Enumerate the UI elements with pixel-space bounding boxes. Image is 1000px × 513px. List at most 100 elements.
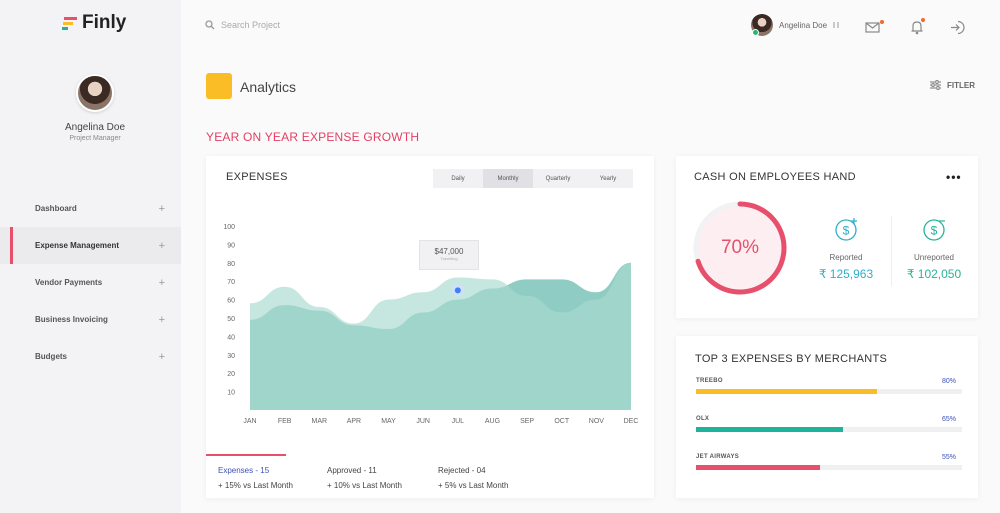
merchant-bar-track [696, 427, 962, 432]
sidebar-item-dashboard[interactable]: Dashboard + [0, 190, 181, 227]
y-tick-label: 40 [227, 334, 235, 341]
highlight-point[interactable] [454, 287, 461, 294]
dollar-plus-icon: $ [835, 218, 857, 241]
bell-icon[interactable] [908, 18, 926, 36]
topbar-avatar[interactable] [751, 14, 773, 36]
sidebar-item-label: Business Invoicing [35, 315, 108, 324]
x-tick-label: APR [347, 418, 361, 425]
expand-plus-icon[interactable]: + [158, 202, 165, 215]
mail-notification-dot [880, 20, 884, 24]
expenses-card: EXPENSES Daily Monthly Quarterly Yearly … [206, 156, 654, 498]
cash-progress-ring [693, 201, 787, 295]
merchant-bar-fill [696, 427, 843, 432]
merchant-percent: 65% [941, 416, 956, 423]
stat-approved[interactable]: Approved - 11 + 10% vs Last Month [327, 466, 402, 490]
reported-label: Reported [829, 253, 863, 262]
x-tick-label: JUN [416, 418, 430, 425]
search-input[interactable]: Search Project [221, 20, 281, 30]
y-tick-label: 70 [227, 279, 235, 286]
expand-plus-icon[interactable]: + [158, 276, 165, 289]
sidebar-item-expense-management[interactable]: Expense Management + [0, 227, 181, 264]
merchant-name: TREEBO [696, 378, 723, 384]
cash-card: CASH ON EMPLOYEES HAND ••• 70% $ Reporte… [676, 156, 978, 318]
app-logo-text: Finly [82, 12, 127, 33]
expand-plus-icon[interactable]: + [158, 350, 165, 363]
chart-tooltip: $47,000 Travelling [419, 240, 479, 270]
page-title: Analytics [240, 79, 297, 95]
y-tick-label: 20 [227, 371, 235, 378]
tab-yearly[interactable]: Yearly [599, 175, 617, 182]
svg-text:$: $ [931, 224, 938, 238]
user-avatar[interactable] [76, 74, 114, 112]
main-content: Search Project Angelina Doe Analytics FI… [181, 0, 1000, 513]
search-bar[interactable]: Search Project [205, 20, 280, 30]
search-icon [205, 20, 215, 30]
analytics-icon [206, 73, 232, 99]
sidebar: Finly Angelina Doe Project Manager Dashb… [0, 0, 181, 513]
reported-value: ₹ 125,963 [818, 267, 874, 281]
filter-button[interactable]: FITLER [930, 80, 975, 90]
merchant-bar-track [696, 465, 962, 470]
sidebar-item-business-invoicing[interactable]: Business Invoicing + [0, 301, 181, 338]
stat-rejected[interactable]: Rejected - 04 + 5% vs Last Month [438, 466, 508, 490]
stat-label: Expenses - 15 [218, 466, 270, 475]
merchant-row: JET AIRWAYS 55% [696, 454, 962, 470]
user-name: Angelina Doe [64, 122, 126, 133]
topbar-user-menu[interactable]: Angelina Doe [751, 14, 839, 36]
x-tick-label: NOV [589, 418, 605, 425]
tooltip-subtitle: Travelling [440, 256, 458, 261]
expand-plus-icon[interactable]: + [158, 313, 165, 326]
app-logo[interactable]: Finly [62, 12, 126, 34]
chevron-down-icon[interactable] [833, 21, 839, 29]
tab-daily[interactable]: Daily [451, 175, 465, 182]
merchants-card: TOP 3 EXPENSES BY MERCHANTS TREEBO 80% O… [676, 336, 978, 498]
sidebar-item-budgets[interactable]: Budgets + [0, 338, 181, 375]
sidebar-item-label: Dashboard [35, 204, 77, 213]
merchants-title: TOP 3 EXPENSES BY MERCHANTS [695, 353, 888, 365]
y-tick-label: 100 [223, 224, 235, 231]
merchant-row: OLX 65% [696, 416, 962, 432]
ring-progress [693, 201, 787, 295]
merchant-bar-fill [696, 389, 877, 394]
period-tabs: Daily Monthly Quarterly Yearly [433, 169, 633, 188]
svg-text:$: $ [843, 224, 850, 238]
expand-plus-icon[interactable]: + [158, 239, 165, 252]
x-tick-label: DEC [624, 418, 639, 425]
tab-quarterly[interactable]: Quarterly [545, 175, 571, 182]
section-title: YEAR ON YEAR EXPENSE GROWTH [206, 130, 420, 144]
merchant-bar-track [696, 389, 962, 394]
unreported-stat: $ Unreported ₹ 102,050 [894, 216, 974, 281]
expenses-title: EXPENSES [226, 171, 288, 183]
sidebar-nav: Dashboard + Expense Management + Vendor … [0, 190, 181, 375]
stat-label: Rejected - 04 [438, 466, 486, 475]
expenses-area-chart: 10 20 30 40 50 60 70 80 90 100 JAN FEB MAR APR MAY JUN J… [223, 224, 639, 425]
tab-monthly[interactable]: Monthly [483, 169, 533, 188]
x-tick-label: MAY [381, 418, 396, 425]
sidebar-item-vendor-payments[interactable]: Vendor Payments + [0, 264, 181, 301]
active-stat-indicator [206, 454, 286, 456]
merchant-row: TREEBO 80% [696, 378, 962, 394]
bell-notification-dot [921, 18, 925, 22]
x-tick-label: JUL [452, 418, 465, 425]
y-tick-label: 10 [227, 390, 235, 397]
finly-logo-icon [62, 17, 77, 30]
sidebar-item-label: Expense Management [35, 241, 120, 250]
user-role: Project Manager [69, 135, 121, 142]
y-tick-label: 90 [227, 242, 235, 249]
x-tick-label: FEB [278, 418, 292, 425]
stat-expenses[interactable]: Expenses - 15 + 15% vs Last Month [218, 466, 293, 490]
y-tick-label: 80 [227, 261, 235, 268]
y-tick-label: 50 [227, 316, 235, 323]
x-tick-label: SEP [520, 418, 534, 425]
y-tick-label: 60 [227, 298, 235, 305]
more-options-icon[interactable]: ••• [946, 170, 962, 184]
merchant-name: OLX [696, 416, 710, 422]
topbar-user-name: Angelina Doe [779, 20, 828, 30]
divider [891, 216, 892, 286]
mail-icon[interactable] [864, 18, 882, 36]
y-tick-label: 30 [227, 353, 235, 360]
reported-stat: $ Reported ₹ 125,963 [806, 216, 886, 281]
logout-icon[interactable] [948, 18, 966, 36]
stat-change: + 5% vs Last Month [438, 481, 509, 490]
sidebar-item-label: Vendor Payments [35, 278, 103, 287]
